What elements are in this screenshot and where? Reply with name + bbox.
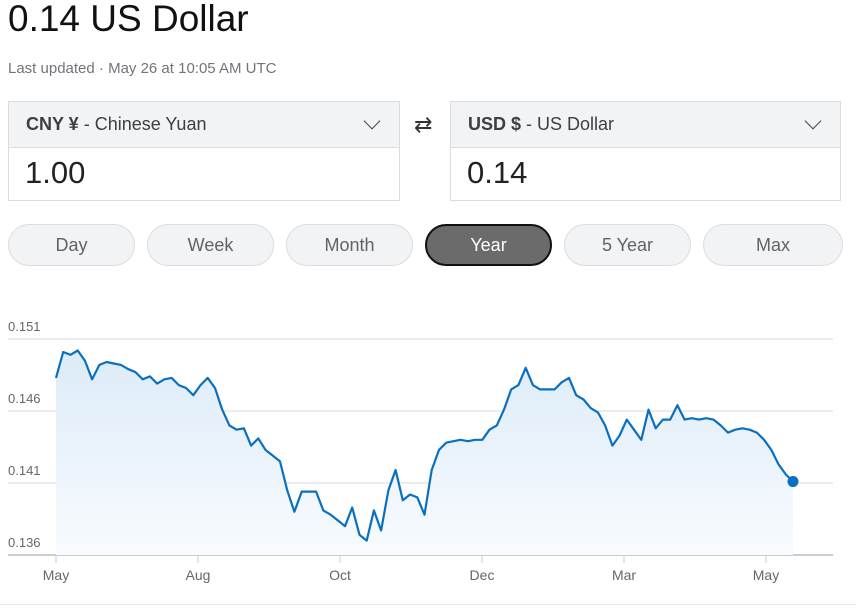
swap-icon[interactable]: ⇄ — [414, 112, 433, 137]
x-tick-label: Oct — [329, 567, 351, 583]
from-amount-input[interactable]: 1.00 — [25, 155, 86, 190]
range-max-button[interactable]: Max — [703, 224, 843, 266]
x-tick-label: May — [43, 567, 69, 583]
y-tick-label: 0.136 — [8, 535, 41, 550]
range-day-button[interactable]: Day — [8, 224, 135, 266]
last-updated: Last updated · May 26 at 10:05 AM UTC — [8, 60, 277, 77]
range-week-button[interactable]: Week — [147, 224, 274, 266]
from-currency-box: CNY ¥ - Chinese Yuan 1.00 — [8, 101, 400, 201]
chevron-down-icon — [804, 112, 822, 129]
chevron-down-icon — [363, 112, 381, 129]
conversion-result-title: 0.14 US Dollar — [8, 0, 249, 39]
x-tick-label: May — [753, 567, 779, 583]
divider — [0, 604, 856, 605]
exchange-rate-chart[interactable]: 0.151 0.146 0.141 0.136 May Aug Oct Dec Mar May — [0, 300, 856, 600]
y-tick-label: 0.151 — [8, 319, 41, 334]
to-amount-input[interactable]: 0.14 — [467, 155, 528, 190]
time-range-tabs: Day Week Month Year 5 Year Max — [8, 224, 843, 266]
from-currency-name: - Chinese Yuan — [83, 114, 207, 134]
x-tick-label: Mar — [612, 567, 636, 583]
from-currency-code: CNY ¥ — [26, 114, 79, 134]
to-currency-code: USD $ — [468, 114, 522, 134]
to-currency-name: - US Dollar — [526, 114, 615, 134]
to-currency-box: USD $ - US Dollar 0.14 — [450, 101, 841, 201]
chart-area-fill — [56, 350, 793, 555]
range-5year-button[interactable]: 5 Year — [564, 224, 691, 266]
x-tick-label: Aug — [186, 567, 211, 583]
y-tick-label: 0.146 — [8, 391, 41, 406]
from-currency-select[interactable]: CNY ¥ - Chinese Yuan — [9, 102, 399, 148]
x-tick-label: Dec — [470, 567, 495, 583]
y-tick-label: 0.141 — [8, 463, 41, 478]
to-currency-select[interactable]: USD $ - US Dollar — [451, 102, 840, 148]
range-year-button[interactable]: Year — [425, 224, 552, 266]
range-month-button[interactable]: Month — [286, 224, 413, 266]
current-rate-point — [787, 476, 799, 488]
rate-line — [54, 349, 794, 542]
